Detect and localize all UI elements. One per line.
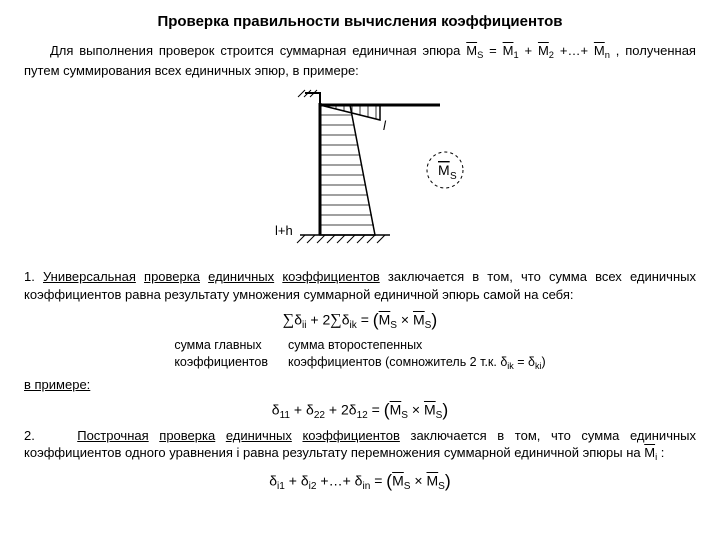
times: × [408,402,424,418]
plus: + 2 [325,402,349,418]
rparen: ) [431,310,437,330]
txt: = δ [514,355,535,369]
ms: M [390,402,402,418]
item2-u1: Построчная [77,428,148,443]
intro-text-1: Для выполнения проверок строится суммарн… [50,43,466,58]
equation-2: δ11 + δ22 + 2δ12 = (MS × MS) [24,399,696,423]
equation-1-labels: сумма главных коэффициентов сумма второс… [24,337,696,372]
plus: + [290,402,306,418]
sp [136,269,144,284]
item2-u4: коэффициентов [302,428,399,443]
equation-1: ∑δii + 2∑δik = (MS × MS) [24,309,696,333]
txt: коэффициентов (сомножитель 2 т.к. δ [288,355,507,369]
eq-sign: = [483,43,502,58]
item1-u3: единичных [208,269,274,284]
item1-num: 1. [24,269,43,284]
sub-mn: n [605,50,610,60]
txt: ) [542,355,546,369]
plus: + [285,473,301,489]
sym-m2: M [538,43,549,58]
sp [292,428,303,443]
plus1: + [519,43,538,58]
plus: + 2 [307,312,331,328]
plus2: +…+ [554,43,594,58]
sub: 11 [280,410,290,421]
formula-ms-sum: MS = M1 + M2 +…+ Mn [466,43,616,58]
sub: ik [350,320,357,331]
ms: M [392,473,404,489]
eq: = [368,402,384,418]
sub: i1 [277,481,285,492]
sub: S [404,481,411,492]
in-example-label: в примере: [24,376,696,394]
item-2: 2. Построчная проверка единичных коэффиц… [24,427,696,464]
diagram-ms-sub: S [450,171,457,182]
delta: δ [294,312,302,328]
item2-u3: единичных [226,428,292,443]
sym-mn: M [594,43,605,58]
item1-u2: проверка [144,269,200,284]
ms: M [413,312,425,328]
delta: δ [301,473,309,489]
plus: +…+ [317,473,355,489]
eq: = [357,312,373,328]
sp [215,428,226,443]
item2-num: 2. [24,428,77,443]
delta: δ [306,402,314,418]
sub: i2 [309,481,317,492]
page-title: Проверка правильности вычисления коэффиц… [24,12,696,32]
item1-u4: коэффициентов [282,269,379,284]
rparen: ) [442,400,448,420]
diagram-l-label: l [383,118,387,133]
diagram-ms: M [438,162,450,178]
item1-u1: Универсальная [43,269,136,284]
sub: 12 [357,410,368,421]
rparen: ) [445,471,451,491]
item2-rest-b: : [657,445,664,460]
sub: S [438,481,445,492]
ms: M [427,473,439,489]
eq1-label-right: сумма второстепенных коэффициентов (сомн… [288,337,546,372]
in-example: в примере: [24,377,90,392]
txt: сумма второстепенных [288,338,422,352]
sp [149,428,160,443]
diagram-lh-label: l+h [275,223,293,238]
delta: δ [349,402,357,418]
txt: сумма главных [174,338,261,352]
txt: коэффициентов [174,355,268,369]
sub: 22 [314,410,325,421]
sub: S [401,410,408,421]
ms: M [379,312,391,328]
times: × [397,312,413,328]
diagram: l [24,85,696,260]
sigma: ∑ [283,312,294,329]
delta: δ [269,473,277,489]
equation-3: δi1 + δi2 +…+ δin = (MS × MS) [24,470,696,494]
sp [200,269,208,284]
intro-paragraph: Для выполнения проверок строится суммарн… [24,42,696,79]
item2-u2: проверка [159,428,215,443]
sym-m1: M [503,43,514,58]
diagram-svg: l [200,85,520,255]
ms: M [424,402,436,418]
times: × [411,473,427,489]
sym-ms: M [466,43,477,58]
item-1: 1. Универсальная проверка единичных коэф… [24,268,696,303]
item2-mi: M [644,445,655,460]
delta: δ [272,402,280,418]
sigma: ∑ [330,312,341,329]
eq1-label-left: сумма главных коэффициентов [174,337,268,372]
delta: δ [342,312,350,328]
eq: = [370,473,386,489]
